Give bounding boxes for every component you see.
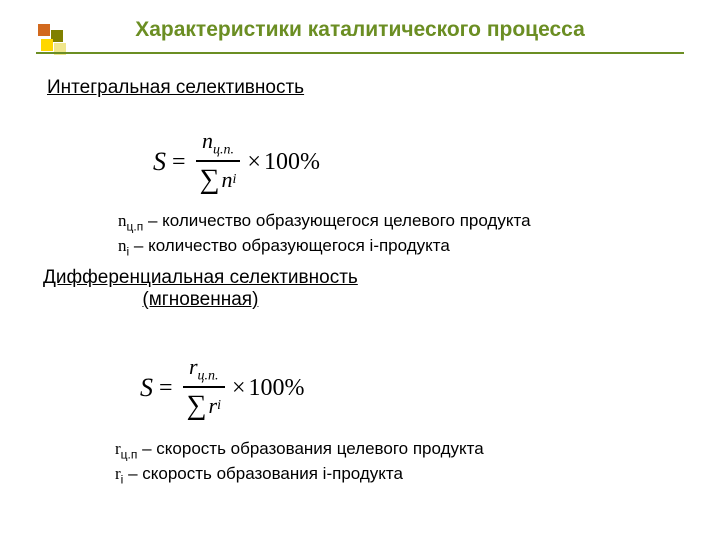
section1-heading: Интегральная селективность [47,77,304,99]
formula-1-num: nц.п. [198,128,238,160]
formula-1-tail: 100% [264,149,320,176]
section2-heading-line2: (мгновенная) [43,289,358,311]
formula-2-den-var: r [209,393,218,419]
formula-1-den: ∑ ni [196,162,241,196]
section2-heading-line1: Дифференциальная селективность [43,267,358,288]
formula-2-den-sub: i [217,398,221,414]
formula-2: S = rц.п. ∑ ri × 100% [140,354,305,422]
def2-line2-text: – скорость образования i-продукта [123,464,403,483]
formula-1-den-var: n [222,167,233,193]
formula-1-lhs: S [153,147,166,177]
def1-line1-var: n [118,211,127,230]
def2-line1-sub: ц.п [121,447,138,461]
formula-2-lhs: S [140,373,153,403]
formula-2-den: ∑ ri [183,388,225,422]
def1-line2-var: n [118,236,127,255]
formula-2-num-sub: ц.п. [198,368,219,383]
sigma-icon: ∑ [200,164,220,196]
formula-2-fraction: rц.п. ∑ ri [183,354,225,422]
def1-line1: nц.п – количество образующегося целевого… [118,210,531,235]
def2-line2: ri – скорость образования i-продукта [115,463,484,488]
formula-2-eq: = [159,375,173,402]
formula-2-num-var: r [189,354,198,379]
title-underline [36,52,684,54]
formula-1-num-var: n [202,128,213,153]
formula-2-times: × [232,375,246,402]
page-title: Характеристики каталитического процесса [0,18,720,42]
def1-line1-sub: ц.п [127,219,144,233]
definitions-1: nц.п – количество образующегося целевого… [118,210,531,259]
def2-line1: rц.п – скорость образования целевого про… [115,438,484,463]
formula-2-tail: 100% [249,375,305,402]
formula-1-den-sub: i [233,172,237,188]
def1-line1-text: – количество образующегося целевого прод… [143,211,530,230]
def2-line1-text: – скорость образования целевого продукта [137,439,483,458]
def1-line2: ni – количество образующегося i-продукта [118,235,531,260]
def1-line2-text: – количество образующегося i-продукта [129,236,450,255]
section2-heading: Дифференциальная селективность (мгновенн… [43,267,358,311]
formula-1: S = nц.п. ∑ ni × 100% [153,128,320,196]
formula-1-times: × [247,149,261,176]
formula-1-eq: = [172,149,186,176]
sigma-icon-2: ∑ [187,390,207,422]
formula-2-num: rц.п. [185,354,223,386]
formula-1-fraction: nц.п. ∑ ni [196,128,241,196]
formula-1-num-sub: ц.п. [213,142,234,157]
definitions-2: rц.п – скорость образования целевого про… [115,438,484,487]
